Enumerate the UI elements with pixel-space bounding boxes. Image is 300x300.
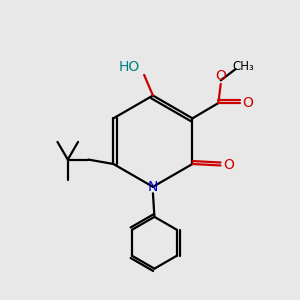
Text: N: N: [148, 180, 158, 194]
Text: HO: HO: [118, 60, 140, 74]
Text: O: O: [215, 69, 226, 83]
Text: O: O: [223, 158, 234, 172]
Text: CH₃: CH₃: [232, 60, 254, 73]
Text: O: O: [242, 96, 253, 110]
